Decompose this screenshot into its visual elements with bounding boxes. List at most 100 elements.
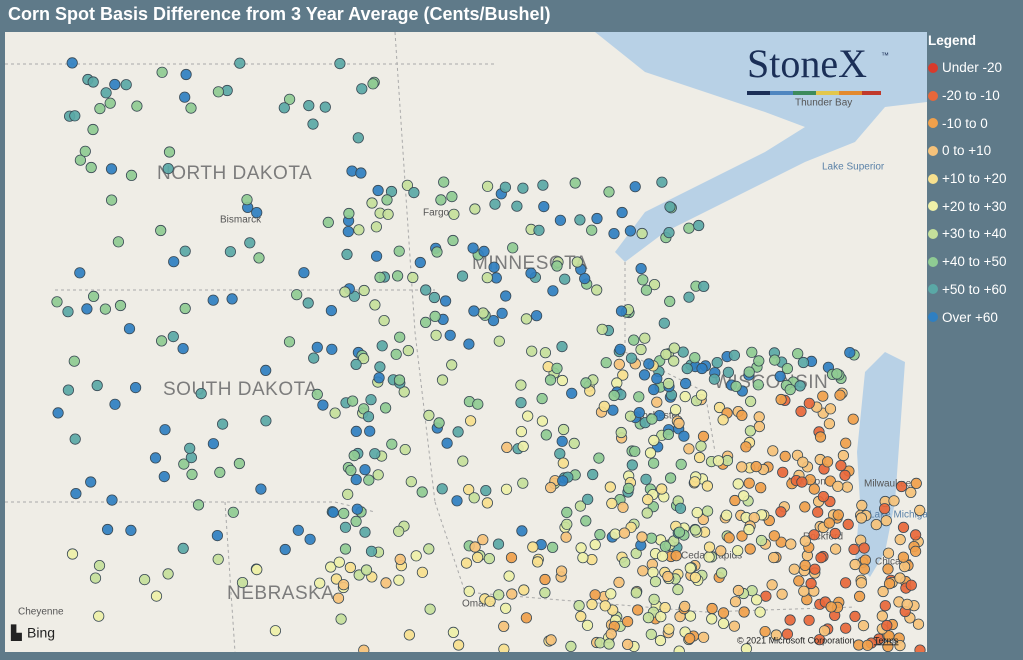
site-dot [674, 502, 687, 514]
site-dot [342, 226, 354, 238]
legend-swatch [928, 201, 938, 212]
site-dot [693, 219, 705, 232]
city-label: Cheyenne [18, 607, 64, 618]
site-dot [394, 331, 406, 343]
site-dot [438, 176, 450, 188]
site-dot [554, 448, 566, 460]
site-dot [367, 78, 379, 90]
site-dot [897, 551, 910, 563]
site-dot [365, 545, 378, 557]
site-dot [492, 538, 505, 550]
site-dot [317, 399, 329, 411]
site-dot [793, 575, 805, 587]
site-dot [393, 525, 405, 537]
site-dot [615, 305, 628, 317]
site-dot [260, 415, 272, 427]
site-dot [123, 323, 136, 335]
site-dot [895, 480, 908, 493]
legend-swatch [928, 90, 938, 101]
site-dot [683, 443, 695, 455]
site-dot [460, 557, 473, 569]
city-label: Lake Michigan [869, 510, 927, 521]
legend-label: -20 to -10 [942, 88, 1000, 104]
site-dot [568, 437, 580, 449]
site-dot [158, 470, 170, 483]
site-dot [350, 358, 362, 370]
site-dot [150, 590, 163, 602]
site-dot [214, 466, 226, 478]
site-dot [591, 212, 603, 225]
site-dot [348, 449, 360, 462]
site-dot [345, 464, 357, 476]
site-dot [278, 102, 290, 114]
site-dot [670, 550, 682, 562]
site-dot [106, 494, 118, 506]
legend-item: +20 to +30 [928, 192, 1007, 220]
site-dot [784, 614, 796, 626]
site-dot [857, 619, 870, 632]
site-dot [825, 601, 837, 613]
site-dot [70, 487, 82, 500]
site-dot [359, 464, 371, 476]
site-dot [484, 595, 496, 607]
site-dot [105, 163, 118, 175]
site-dot [662, 377, 675, 390]
site-dot [515, 379, 527, 391]
site-dot [799, 535, 811, 547]
site-dot [382, 208, 394, 220]
terms-link[interactable]: Terms [874, 635, 899, 645]
site-dot [255, 483, 267, 495]
site-dot [861, 639, 874, 651]
site-dot [66, 57, 78, 69]
site-dot [829, 527, 841, 540]
site-dot [444, 329, 456, 341]
site-dot [307, 118, 319, 130]
site-dot [393, 374, 406, 386]
site-dot [358, 644, 370, 652]
site-dot [559, 273, 571, 285]
site-dot [366, 197, 378, 209]
site-dot [598, 400, 610, 412]
site-dot [894, 533, 906, 546]
site-dot [500, 290, 512, 302]
site-dot [109, 78, 121, 91]
site-dot [729, 494, 741, 507]
site-dot [633, 406, 645, 419]
site-dot [544, 374, 557, 386]
site-dot [847, 413, 859, 425]
site-dot [500, 602, 512, 614]
site-dot [754, 606, 766, 618]
site-dot [177, 542, 189, 555]
logo-bar [839, 91, 862, 95]
site-dot [659, 540, 672, 552]
legend-swatch [928, 256, 938, 267]
logo-bar [747, 91, 770, 95]
site-dot [587, 468, 599, 481]
site-dot [325, 304, 337, 317]
state-label: NEBRASKA [227, 583, 334, 604]
site-dot [779, 450, 791, 462]
site-dot [304, 533, 316, 545]
site-dot [515, 425, 528, 438]
site-dot [283, 93, 296, 105]
site-dot [569, 177, 581, 189]
site-dot [539, 587, 551, 599]
site-dot [62, 306, 74, 318]
logo-bar [862, 91, 881, 95]
site-dot [452, 426, 464, 438]
site-dot [729, 596, 742, 608]
logo-bar [816, 91, 839, 95]
site-dot [909, 529, 922, 541]
city-label: Rockford [803, 532, 843, 543]
site-dot [628, 334, 640, 346]
site-dot [858, 542, 870, 554]
site-dot [706, 613, 718, 625]
site-dot [381, 194, 393, 206]
site-dot [369, 299, 381, 311]
site-dot [448, 208, 460, 220]
legend-label: +50 to +60 [942, 281, 1007, 297]
site-dot [626, 459, 638, 471]
legend: Legend Under -20 -20 to -10 -10 to 0 0 to +… [928, 33, 1007, 331]
site-dot [781, 362, 794, 375]
